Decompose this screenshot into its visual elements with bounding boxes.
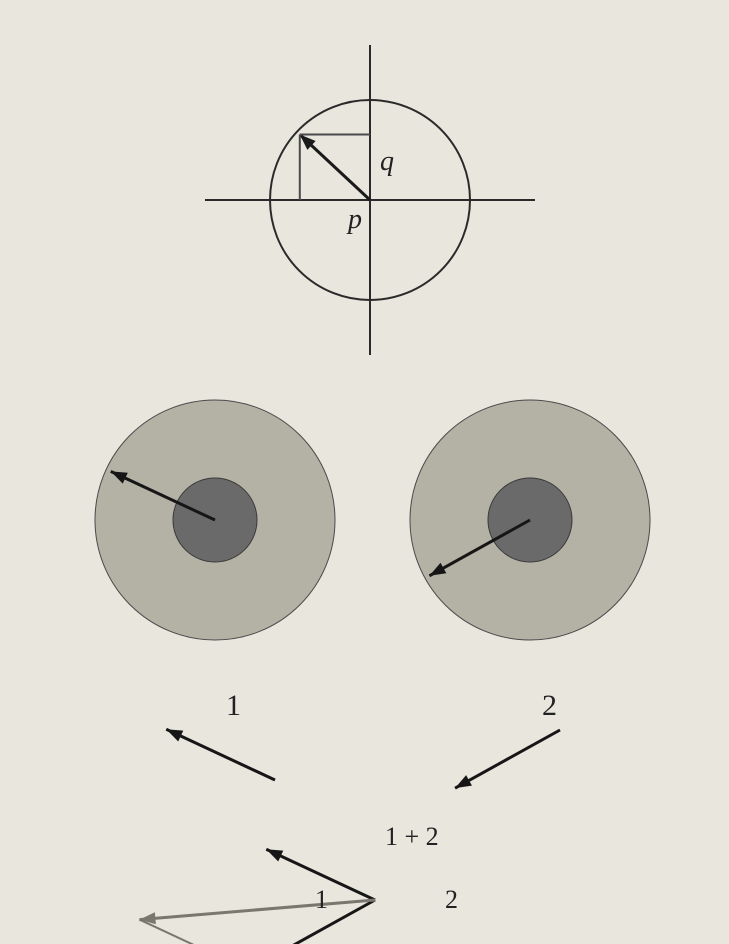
atom-label-2: 2 bbox=[542, 689, 557, 722]
sum-label-2: 2 bbox=[445, 885, 458, 914]
sum-label-1: 1 bbox=[315, 885, 328, 914]
atom-1 bbox=[95, 400, 335, 640]
label-q: q bbox=[380, 146, 394, 177]
label-p: p bbox=[346, 204, 362, 235]
atom-2 bbox=[410, 400, 650, 640]
atom-label-1: 1 bbox=[226, 689, 241, 722]
sum-label-resultant: 1 + 2 bbox=[385, 822, 439, 851]
